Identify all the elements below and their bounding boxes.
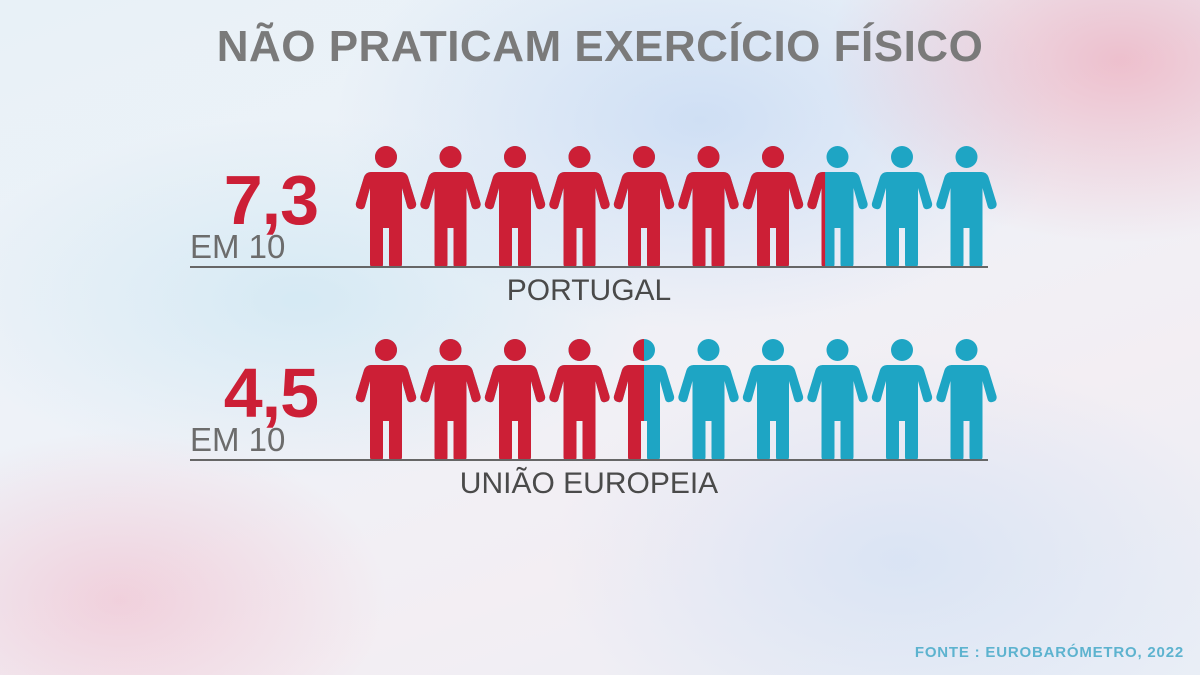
source-note: FONTE : EUROBARÓMETRO, 2022 bbox=[914, 644, 1184, 661]
unit-label: EM 10 bbox=[190, 421, 286, 458]
person-icon bbox=[678, 146, 739, 267]
person-icon bbox=[678, 339, 739, 460]
person-icon bbox=[420, 146, 481, 267]
person-icon bbox=[484, 146, 546, 267]
person-icon bbox=[936, 146, 997, 267]
region-label: PORTUGAL bbox=[506, 274, 672, 307]
pictogram-portugal bbox=[355, 146, 997, 267]
page-title: NÃO PRATICAM EXERCÍCIO FÍSICO bbox=[216, 22, 984, 71]
unit-label: EM 10 bbox=[190, 228, 286, 265]
pictogram-uniao-europeia bbox=[355, 339, 997, 460]
person-icon bbox=[871, 146, 933, 267]
person-icon bbox=[742, 339, 804, 460]
value-label: 7,3 bbox=[223, 161, 319, 239]
person-icon bbox=[355, 146, 417, 267]
person-icon bbox=[549, 339, 610, 460]
chart-row-uniao-europeia: 4,5 EM 10 UNIÃO EUROPEIA bbox=[0, 333, 1200, 503]
person-icon bbox=[613, 339, 675, 460]
person-icon bbox=[549, 146, 610, 267]
person-icon bbox=[742, 146, 804, 267]
person-icon bbox=[420, 339, 481, 460]
person-icon bbox=[807, 339, 868, 460]
person-icon bbox=[807, 146, 868, 267]
person-icon bbox=[484, 339, 546, 460]
value-label: 4,5 bbox=[223, 354, 319, 432]
chart-row-portugal: 7,3 EM 10 PORTUGAL bbox=[0, 140, 1200, 310]
person-icon bbox=[871, 339, 933, 460]
person-icon bbox=[936, 339, 997, 460]
baseline bbox=[190, 459, 988, 461]
baseline bbox=[190, 266, 988, 268]
person-icon bbox=[355, 339, 417, 460]
region-label: UNIÃO EUROPEIA bbox=[459, 467, 719, 500]
person-icon bbox=[613, 146, 675, 267]
